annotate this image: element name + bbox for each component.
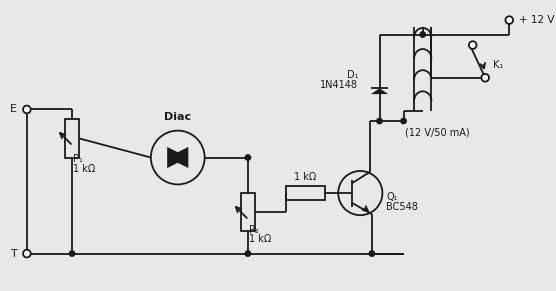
Circle shape — [23, 106, 31, 113]
Circle shape — [245, 155, 251, 160]
Bar — [286, 186, 325, 200]
Polygon shape — [371, 88, 388, 94]
Text: P₁: P₁ — [73, 155, 83, 164]
Text: D₁: D₁ — [347, 70, 359, 80]
Polygon shape — [167, 147, 188, 168]
Circle shape — [469, 41, 476, 49]
Circle shape — [245, 251, 251, 256]
Text: P₂: P₂ — [249, 225, 259, 235]
Text: BC548: BC548 — [386, 201, 418, 212]
Text: E: E — [11, 104, 17, 114]
Circle shape — [23, 250, 31, 258]
Text: K₁: K₁ — [493, 60, 503, 70]
Text: (12 V/50 mA): (12 V/50 mA) — [405, 127, 469, 138]
Bar — [241, 193, 255, 232]
Circle shape — [505, 16, 513, 24]
Text: 1 kΩ: 1 kΩ — [249, 234, 271, 244]
Polygon shape — [167, 147, 188, 168]
Text: Q₁: Q₁ — [386, 192, 398, 202]
Text: 1 kΩ: 1 kΩ — [73, 164, 95, 174]
Circle shape — [369, 251, 375, 256]
Circle shape — [70, 251, 75, 256]
Circle shape — [420, 32, 425, 37]
Bar — [66, 119, 79, 157]
Text: + 12 V: + 12 V — [519, 15, 554, 25]
Circle shape — [401, 118, 406, 124]
Circle shape — [377, 118, 382, 124]
Text: 1N4148: 1N4148 — [320, 80, 359, 91]
Text: 1 kΩ: 1 kΩ — [295, 172, 317, 182]
Text: Diac: Diac — [164, 112, 191, 122]
Circle shape — [481, 74, 489, 81]
Text: T: T — [11, 249, 17, 259]
